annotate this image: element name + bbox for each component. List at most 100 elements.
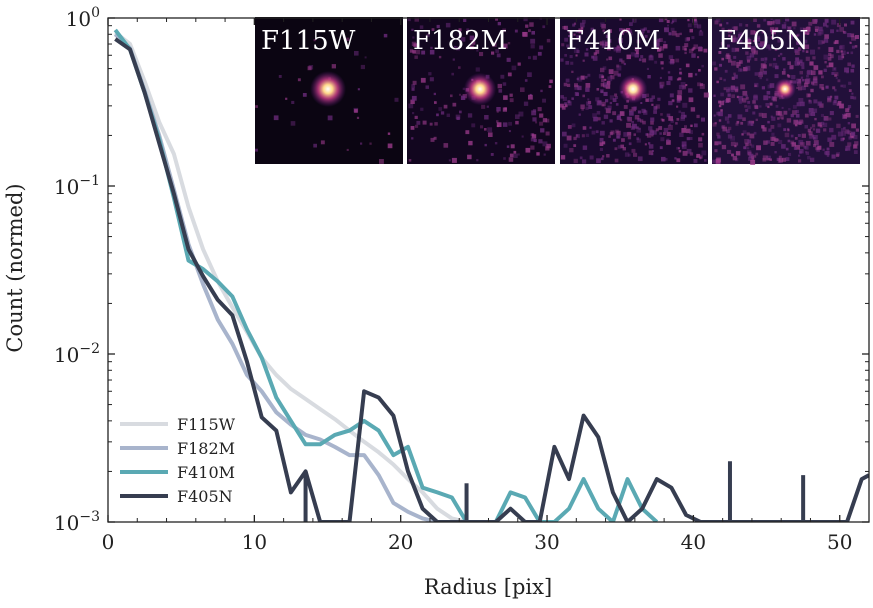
inset-noise	[653, 41, 656, 44]
inset-noise	[800, 76, 804, 79]
inset-noise	[582, 126, 587, 130]
inset-noise	[587, 73, 591, 77]
inset-noise	[636, 126, 639, 129]
inset-noise	[731, 89, 734, 92]
inset-noise	[736, 65, 739, 68]
inset-noise	[844, 31, 847, 34]
inset-noise	[760, 41, 765, 47]
inset-noise	[719, 100, 725, 106]
inset-noise	[574, 85, 580, 90]
inset-noise	[571, 97, 574, 100]
inset-noise	[771, 132, 775, 136]
inset-noise	[331, 64, 336, 69]
inset-noise	[794, 48, 799, 53]
inset-noise	[796, 102, 801, 107]
inset-noise	[661, 156, 666, 162]
inset-noise	[781, 117, 784, 120]
inset-noise	[747, 59, 750, 63]
inset-noise	[742, 90, 748, 96]
inset-noise	[833, 67, 836, 70]
inset-noise	[750, 46, 756, 51]
inset-noise	[818, 39, 823, 45]
inset-noise	[621, 60, 625, 64]
inset-noise	[753, 154, 757, 158]
inset-noise	[434, 101, 437, 104]
inset-noise	[255, 148, 258, 152]
inset-noise	[648, 55, 654, 61]
inset-noise	[302, 93, 307, 97]
inset-noise	[542, 98, 546, 103]
inset-noise	[627, 131, 632, 136]
inset-noise	[770, 125, 775, 129]
y-tick-exponent: −3	[79, 509, 100, 525]
inset-noise	[781, 144, 786, 149]
inset-noise	[823, 22, 827, 27]
inset-noise	[539, 45, 544, 50]
inset-noise	[659, 76, 662, 79]
inset-noise	[509, 153, 514, 158]
inset-noise	[688, 48, 694, 54]
inset-noise	[502, 82, 507, 86]
inset-noise	[730, 85, 735, 90]
inset-noise	[742, 117, 746, 121]
inset-noise	[688, 88, 693, 93]
inset-noise	[585, 83, 591, 88]
inset-noise	[712, 159, 716, 164]
inset-noise	[593, 52, 597, 56]
inset-noise	[458, 66, 461, 69]
inset-noise	[429, 77, 434, 82]
y-tick-label: 100	[66, 5, 100, 31]
inset-noise	[484, 115, 489, 120]
inset-noise	[778, 155, 782, 159]
inset-noise	[761, 30, 765, 34]
inset-noise	[608, 135, 611, 138]
inset-noise	[658, 38, 663, 42]
inset-noise	[720, 92, 724, 97]
inset-noise	[650, 152, 654, 156]
inset-noise	[685, 84, 688, 87]
inset-label: F182M	[413, 26, 507, 56]
inset-noise	[763, 40, 768, 45]
inset-noise	[700, 83, 704, 86]
inset-noise	[648, 144, 654, 149]
inset-noise	[683, 114, 687, 118]
inset-noise	[800, 142, 805, 147]
inset-noise	[530, 137, 535, 142]
inset-noise	[718, 104, 722, 108]
y-tick-label: 10−1	[54, 173, 100, 199]
inset-noise	[787, 139, 791, 143]
inset-noise	[740, 84, 746, 90]
inset-noise	[693, 20, 698, 26]
inset-noise	[758, 71, 763, 76]
inset-noise	[603, 91, 608, 96]
inset-noise	[278, 75, 282, 78]
inset-noise	[751, 120, 755, 124]
inset-noise	[820, 113, 824, 117]
inset-noise	[675, 45, 681, 51]
inset-noise	[580, 104, 585, 109]
inset-noise	[601, 24, 606, 29]
inset-noise	[658, 126, 663, 130]
inset-noise	[824, 151, 828, 155]
inset-noise	[506, 145, 510, 148]
inset-noise	[726, 86, 731, 92]
inset-noise	[746, 132, 750, 136]
inset-noise	[530, 44, 535, 49]
inset-noise	[759, 105, 762, 108]
inset-noise	[578, 29, 583, 34]
inset-noise	[698, 31, 704, 36]
inset-noise	[412, 36, 415, 39]
inset-noise	[765, 103, 770, 107]
inset-noise	[658, 17, 664, 23]
inset-noise	[800, 60, 803, 63]
inset-panel-f182m: F182M	[407, 17, 555, 164]
inset-noise	[684, 37, 689, 42]
inset-noise	[805, 50, 809, 53]
inset-noise	[664, 158, 668, 161]
inset-noise	[851, 35, 857, 41]
inset-noise	[652, 150, 654, 152]
inset-noise	[848, 89, 852, 92]
inset-noise	[452, 102, 457, 107]
inset-noise	[763, 70, 767, 75]
inset-noise	[742, 130, 747, 135]
